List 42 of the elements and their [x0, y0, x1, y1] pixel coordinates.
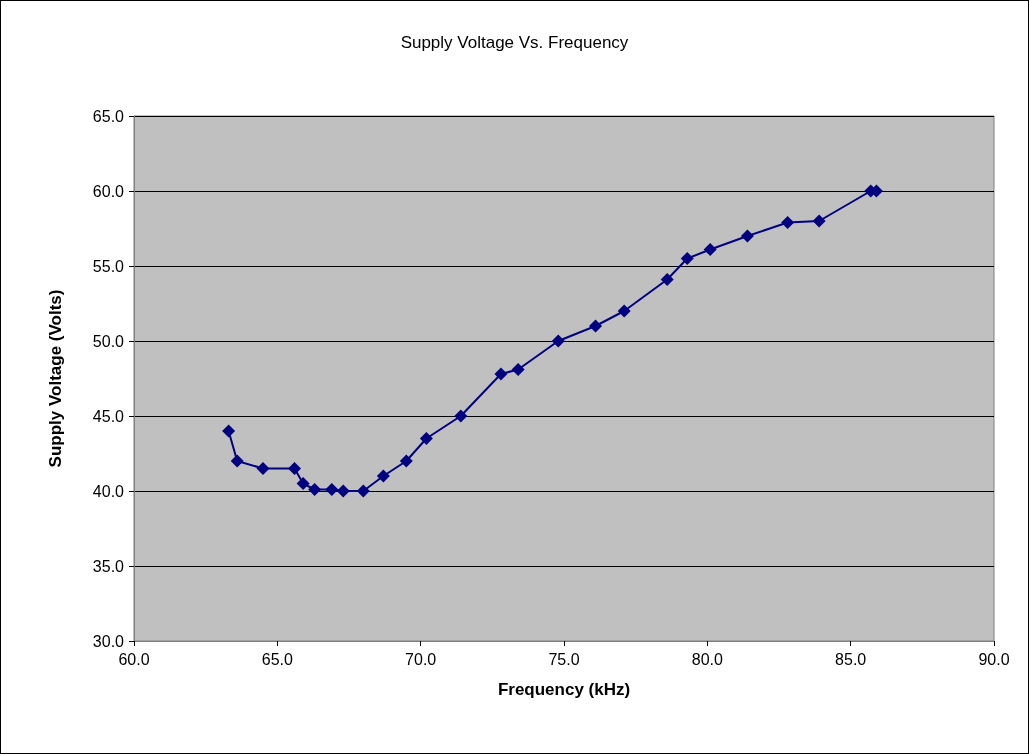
- y-tick-label: 50.0: [92, 332, 125, 350]
- point: [494, 367, 508, 381]
- point: [589, 319, 603, 333]
- point: [288, 462, 302, 475]
- y-axis-title: Supply Voltage (Volts): [46, 289, 65, 468]
- y-tick-label: 35.0: [92, 557, 125, 575]
- point: [812, 214, 826, 228]
- y-tick-label: 45.0: [92, 407, 125, 425]
- point: [660, 273, 674, 286]
- y-tick-label: 40.0: [92, 482, 125, 500]
- x-tick-label: 80.0: [691, 650, 724, 668]
- x-axis-title: Frequency (kHz): [497, 680, 631, 699]
- point: [222, 424, 236, 438]
- point: [419, 432, 433, 445]
- point: [230, 454, 244, 468]
- point: [376, 469, 390, 483]
- y-tick-label: 30.0: [92, 632, 125, 650]
- point: [781, 216, 795, 229]
- point: [617, 304, 631, 318]
- x-tick-label: 90.0: [978, 650, 1010, 668]
- point: [296, 477, 310, 490]
- x-tick-label: 85.0: [835, 650, 867, 668]
- chart-title: Supply Voltage Vs. Frequency: [400, 33, 629, 52]
- point: [325, 483, 339, 496]
- x-tick-label: 75.0: [548, 650, 580, 668]
- point: [308, 483, 322, 496]
- y-tick-label: 60.0: [92, 182, 125, 200]
- point: [356, 484, 370, 498]
- y-tick-label: 65.0: [92, 107, 125, 125]
- y-tick-label: 55.0: [92, 257, 125, 275]
- point: [511, 363, 525, 376]
- point: [336, 484, 350, 498]
- point: [399, 454, 413, 468]
- point: [256, 462, 270, 475]
- point: [454, 409, 468, 423]
- x-tick-label: 60.0: [118, 650, 150, 668]
- x-tick-label: 70.0: [405, 650, 437, 668]
- x-tick-label: 65.0: [261, 650, 294, 668]
- point: [740, 229, 754, 243]
- point: [680, 252, 694, 265]
- point: [703, 243, 717, 256]
- point: [551, 334, 565, 348]
